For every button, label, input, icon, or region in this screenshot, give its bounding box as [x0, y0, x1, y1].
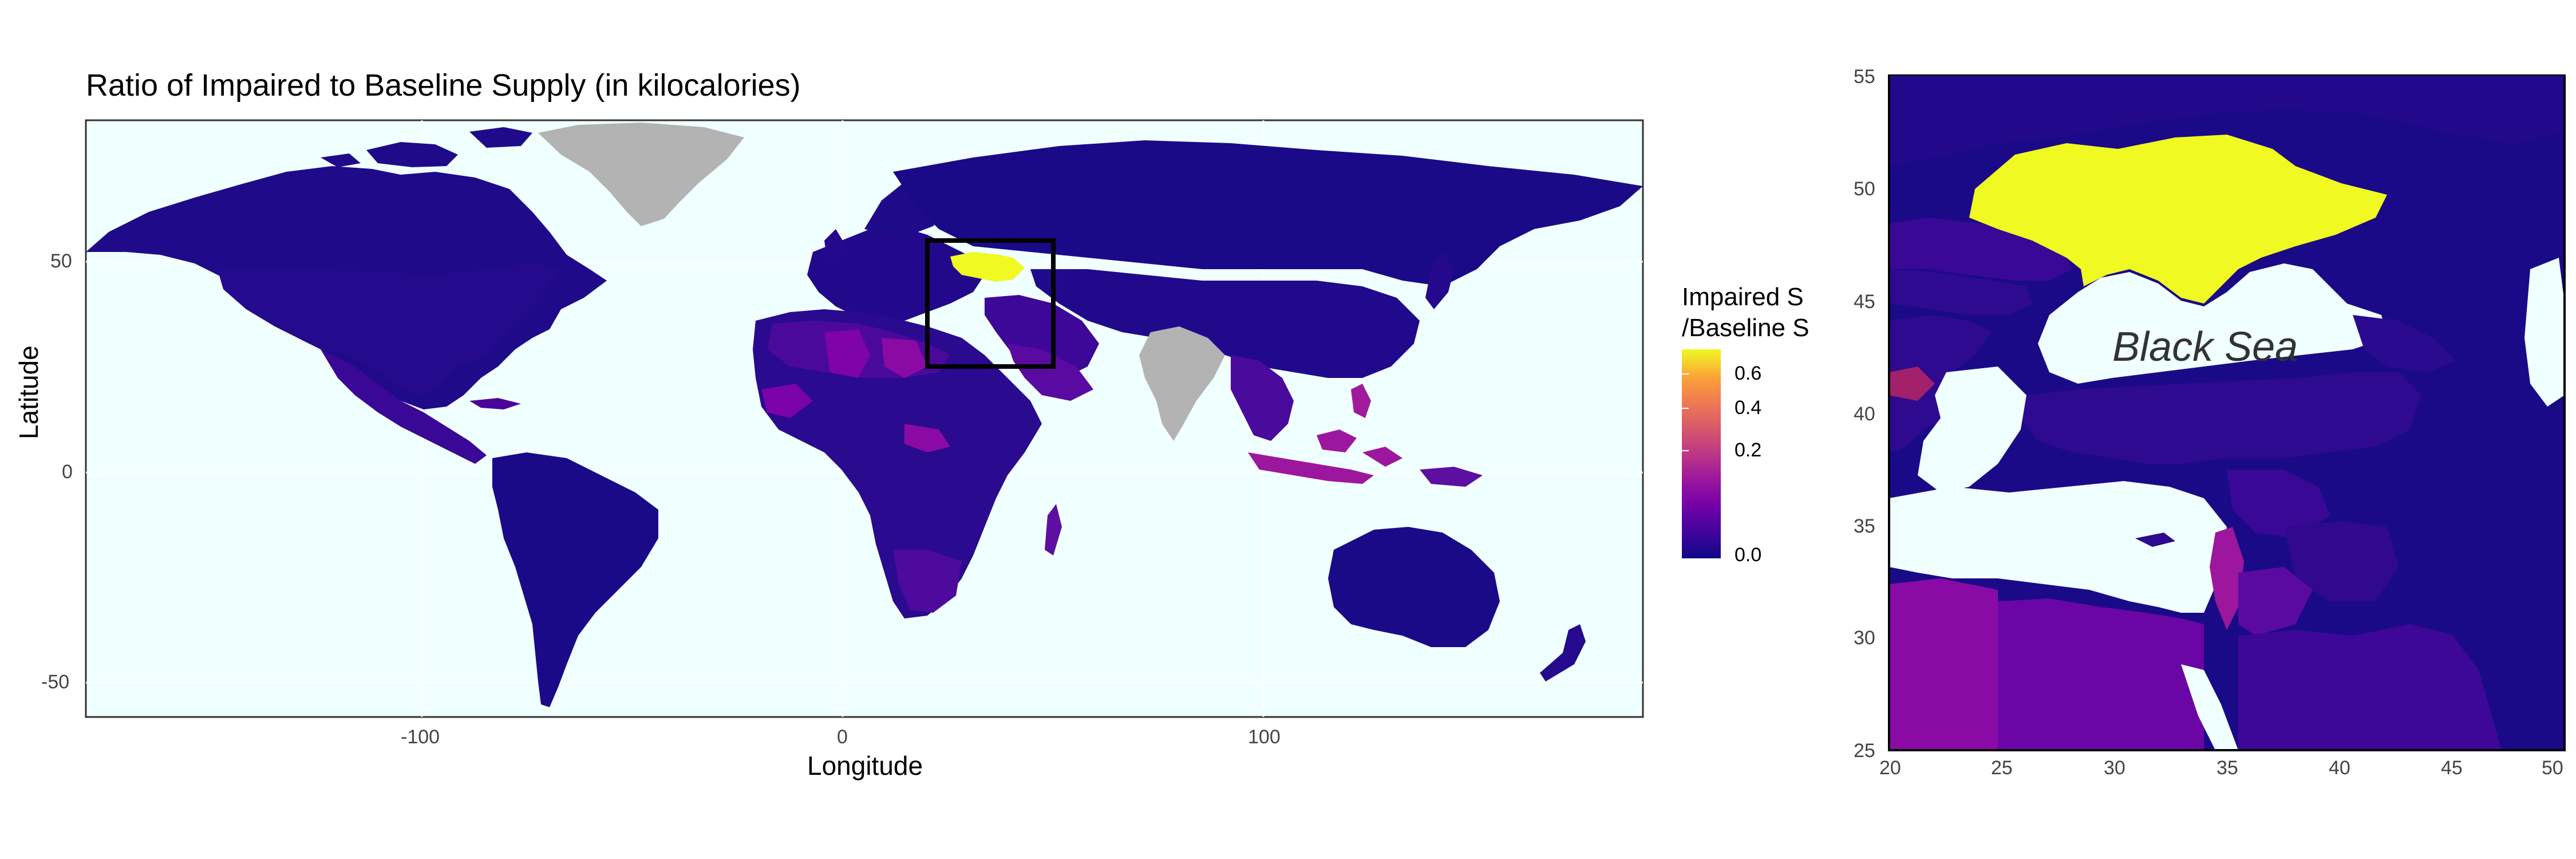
world-map: [85, 119, 1644, 718]
inset-romania-region: [1889, 218, 2072, 281]
x-tick-100: 100: [1248, 726, 1281, 748]
arctic-islands-region: [321, 127, 532, 167]
legend-tick-0-6: 0.6: [1735, 362, 1762, 384]
inset-x-tick-45: 45: [2441, 757, 2463, 779]
caribbean-region: [469, 398, 521, 409]
inset-y-tick-35: 35: [1854, 515, 1875, 537]
inset-y-tick-25: 25: [1854, 740, 1875, 762]
inset-y-tick-55: 55: [1854, 66, 1875, 88]
inset-x-tick-20: 20: [1879, 757, 1901, 779]
inset-turkey-region: [2021, 372, 2421, 464]
legend-colorbar: [1682, 349, 1721, 558]
australia-region: [1328, 527, 1500, 647]
west-africa-region: [761, 384, 813, 418]
libya-region: [882, 338, 927, 378]
map-title: Ratio of Impaired to Baseline Supply (in…: [86, 68, 801, 103]
papua-region: [1420, 467, 1483, 487]
ukraine-region: [950, 252, 1025, 282]
indonesia-region: [1248, 430, 1402, 484]
inset-saudi-region: [2238, 624, 2502, 750]
legend-tick-0-0: 0.0: [1735, 544, 1762, 566]
madagascar-region: [1045, 504, 1062, 555]
usa-region: [218, 263, 561, 395]
legend-title: Impaired S /Baseline S: [1682, 282, 1809, 344]
inset-y-tick-45: 45: [1854, 291, 1875, 313]
india-region: [1139, 326, 1225, 441]
red-sea-region: [2181, 664, 2238, 750]
legend-title-line2: /Baseline S: [1682, 314, 1809, 342]
japan-region: [1425, 252, 1454, 309]
new-zealand-region: [1540, 624, 1586, 681]
central-africa-region: [904, 424, 950, 452]
inset-iraq-region: [2284, 521, 2399, 601]
black-sea-region: [2038, 263, 2387, 384]
inset-y-tick-30: 30: [1854, 627, 1875, 649]
legend-tick-0-2: 0.2: [1735, 439, 1762, 461]
inset-levant-region: [2210, 527, 2244, 630]
inset-libya-region: [1889, 578, 1998, 750]
inset-greece-highlight: [1889, 367, 1935, 401]
inset-ukraine-region: [1969, 135, 2387, 304]
inset-north-region: [1889, 74, 2565, 166]
southeast-asia-region: [1231, 355, 1294, 441]
legend-tick-0-4: 0.4: [1735, 397, 1762, 419]
inset-cyprus-region: [2135, 533, 2175, 547]
x-tick-neg100: -100: [401, 726, 440, 748]
inset-east-region: [2399, 372, 2565, 750]
inset-bulgaria-region: [1889, 269, 2032, 315]
inset-x-tick-40: 40: [2329, 757, 2350, 779]
inset-jordan-region: [2238, 567, 2313, 636]
inset-y-tick-50: 50: [1854, 178, 1875, 200]
inset-caucasus-region: [2353, 315, 2456, 372]
south-america-region: [492, 452, 658, 707]
black-sea-label: Black Sea: [2112, 324, 2298, 370]
africa-region: [753, 309, 1042, 618]
inset-x-tick-50: 50: [2542, 757, 2563, 779]
inset-x-tick-25: 25: [1991, 757, 2013, 779]
russia-region: [893, 140, 1643, 286]
inset-map: [1888, 74, 2566, 751]
x-axis-title: Longitude: [807, 751, 923, 781]
y-tick-0: 0: [62, 461, 73, 483]
inset-x-tick-30: 30: [2104, 757, 2125, 779]
ukraine-highlight-box: [925, 238, 1056, 369]
inset-frame: [1888, 74, 2566, 751]
inset-egypt-region: [1998, 598, 2204, 750]
inset-x-tick-35: 35: [2217, 757, 2238, 779]
europe-region: [807, 226, 985, 324]
caspian-sea-region: [2524, 258, 2565, 407]
uk-region: [824, 229, 844, 261]
southern-africa-region: [893, 550, 962, 613]
algeria-region: [824, 329, 870, 378]
y-tick-50: 50: [50, 250, 72, 272]
greenland-region: [538, 123, 744, 226]
mediterranean-region: [1889, 481, 2227, 613]
legend-title-line1: Impaired S: [1682, 283, 1804, 311]
aegean-sea-region: [1918, 367, 2026, 492]
y-tick-neg50: -50: [41, 671, 70, 693]
asia-region: [1030, 269, 1420, 378]
philippines-region: [1351, 384, 1371, 418]
central-america-region: [321, 349, 487, 464]
middle-east-region: [985, 295, 1099, 378]
inset-y-tick-40: 40: [1854, 403, 1875, 425]
inset-syria-region: [2227, 470, 2330, 538]
arabia-region: [1008, 344, 1093, 401]
y-axis-title: Latitude: [14, 345, 44, 439]
x-tick-0: 0: [837, 726, 848, 748]
